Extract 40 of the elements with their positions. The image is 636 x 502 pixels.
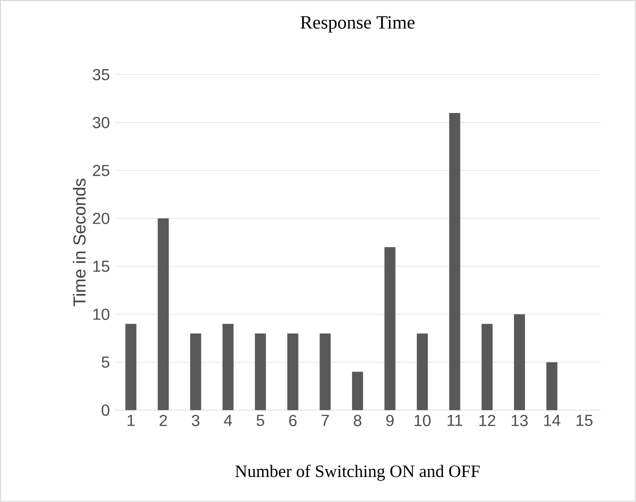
bar <box>158 218 169 410</box>
bar <box>416 334 428 410</box>
bar <box>514 314 525 410</box>
x-tick-label: 5 <box>256 414 264 426</box>
x-tick-label: 12 <box>479 414 496 426</box>
y-tick-label: 25 <box>92 164 110 176</box>
x-tick-label: 1 <box>128 414 135 426</box>
bar <box>352 372 364 410</box>
x-tick-label: 11 <box>448 414 462 426</box>
x-tick-label: 9 <box>386 414 394 426</box>
x-axis-title: Number of Switching ON and OFF <box>235 464 480 481</box>
y-tick-label: 20 <box>92 212 110 224</box>
x-tick-label: 7 <box>322 414 329 426</box>
bar <box>482 324 493 410</box>
x-tick-label: 6 <box>289 414 297 426</box>
y-tick-label: 15 <box>93 260 110 272</box>
chart-title: Response Time <box>300 16 414 33</box>
y-tick-label: 10 <box>93 308 110 320</box>
bar <box>546 362 558 410</box>
x-tick-label: 10 <box>414 414 431 426</box>
x-tick-label: 8 <box>354 414 362 426</box>
bar <box>222 324 234 410</box>
y-tick-label: 5 <box>102 356 110 368</box>
bar <box>384 247 396 410</box>
y-tick-label: 30 <box>92 116 110 128</box>
y-axis-title: Time in Seconds <box>72 178 86 306</box>
bar <box>190 334 202 410</box>
bar <box>254 334 266 410</box>
x-tick-label: 2 <box>160 414 167 426</box>
bar <box>320 334 331 410</box>
x-tick-label: 14 <box>544 414 560 426</box>
x-tick-label: 15 <box>576 414 592 426</box>
y-tick-label: 35 <box>92 69 110 80</box>
bar <box>125 324 136 410</box>
bar <box>449 113 460 410</box>
x-tick-label: 4 <box>224 414 232 426</box>
x-tick-label: 13 <box>512 414 528 426</box>
x-tick-label: 3 <box>192 414 200 426</box>
bar <box>287 334 298 410</box>
y-tick-label: 0 <box>102 404 110 416</box>
